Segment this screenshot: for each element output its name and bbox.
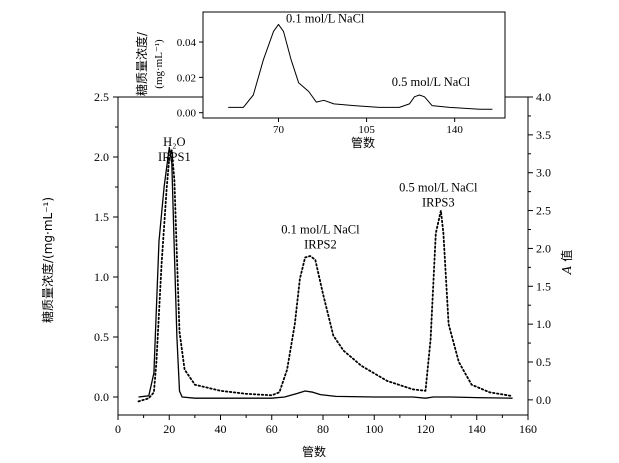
main-x-tick-label: 80 (317, 422, 329, 436)
main-y2-axis-label-italic: A (560, 265, 574, 275)
main-y-tick-label: 1.5 (94, 210, 109, 224)
main-y-tick-label: 2.5 (94, 90, 109, 104)
main-y2-ticks: 0.0 0.5 1.0 1.5 2.0 2.5 3.0 3.5 4.0 (528, 90, 551, 407)
main-annotation-line: 0.1 mol/L NaCl (281, 222, 360, 236)
main-annotation-line: IRPS3 (422, 196, 455, 210)
main-x-ticks: 0 20 40 60 80 100 120 140 160 (115, 415, 537, 436)
main-x-tick-label: 160 (519, 422, 537, 436)
main-y2-axis-label-rest: 值 (559, 250, 574, 266)
main-y2-tick-label: 0.5 (536, 355, 551, 369)
main-x-tick-label: 120 (417, 422, 435, 436)
main-y-tick-label: 0.5 (94, 330, 109, 344)
inset-annotation: 0.5 mol/L NaCl (392, 75, 471, 89)
inset-x-tick-label: 140 (446, 124, 463, 136)
main-y-tick-label: 2.0 (94, 150, 109, 164)
main-x-tick-label: 0 (115, 422, 121, 436)
main-series-group (137, 146, 514, 403)
main-series-absorbance-line (137, 149, 514, 403)
inset-x-ticks: 70 105 140 (273, 118, 463, 136)
main-annotation-line: IRPS1 (158, 150, 191, 164)
inset-plot-frame (202, 11, 506, 119)
main-annotation-line: IRPS2 (304, 237, 337, 251)
inset-y-tick-label: 0.02 (177, 72, 196, 84)
main-x-axis-label: 管数 (302, 444, 326, 459)
main-y2-tick-label: 4.0 (536, 90, 551, 104)
inset-annotation: 0.1 mol/L NaCl (286, 12, 365, 26)
inset-plot-background (203, 12, 505, 118)
inset-y-tick-label: 0.04 (177, 37, 197, 49)
main-chart: 0 20 40 60 80 100 120 140 160 0.0 0.5 1.0 1.5 2.0 2.5… (40, 90, 574, 459)
main-y-axis-label: 糖质量浓度/(mg·mL⁻¹) (40, 197, 55, 323)
main-annotation-line: 0.5 mol/L NaCl (399, 181, 478, 195)
inset-y-ticks: 0.00 0.02 0.04 (177, 37, 203, 120)
inset-x-tick-label: 70 (273, 124, 285, 136)
inset-y-axis-label-line1: 糖质量浓度/ (134, 31, 149, 96)
main-y2-tick-label: 3.0 (536, 166, 551, 180)
main-y2-tick-label: 1.0 (536, 317, 551, 331)
main-y2-axis-label: A 值 (559, 250, 574, 276)
main-x-tick-label: 100 (365, 422, 383, 436)
main-annotation-line: H₂O (163, 135, 185, 149)
main-x-tick-label: 60 (266, 422, 278, 436)
main-y2-tick-label: 1.5 (536, 279, 551, 293)
main-y-tick-label: 0.0 (94, 390, 109, 404)
inset-x-axis-label: 管数 (351, 135, 375, 150)
inset-annotations: 0.1 mol/L NaCl 0.5 mol/L NaCl (286, 12, 471, 90)
main-y-ticks: 0.0 0.5 1.0 1.5 2.0 2.5 (94, 90, 118, 404)
main-series-sugar-line (138, 146, 513, 399)
inset-x-tick-label: 105 (358, 124, 375, 136)
inset-y-tick-label: 0.00 (177, 108, 197, 120)
main-y2-tick-label: 2.0 (536, 241, 551, 255)
main-x-tick-label: 40 (215, 422, 227, 436)
main-y2-tick-label: 3.5 (536, 128, 551, 142)
inset-y-axis-label-line2: (mg·mL⁻¹) (153, 39, 165, 89)
inset-chart: 70 105 140 0.00 0.02 0.04 0.1 mol/L NaCl 0.5 … (134, 11, 506, 150)
inset-series-group (228, 23, 493, 110)
inset-series-sugar-line (228, 23, 493, 110)
main-x-tick-label: 140 (468, 422, 486, 436)
main-y2-tick-label: 0.0 (536, 393, 551, 407)
main-y2-tick-label: 2.5 (536, 204, 551, 218)
main-y-tick-label: 1.0 (94, 270, 109, 284)
main-x-tick-label: 20 (163, 422, 175, 436)
